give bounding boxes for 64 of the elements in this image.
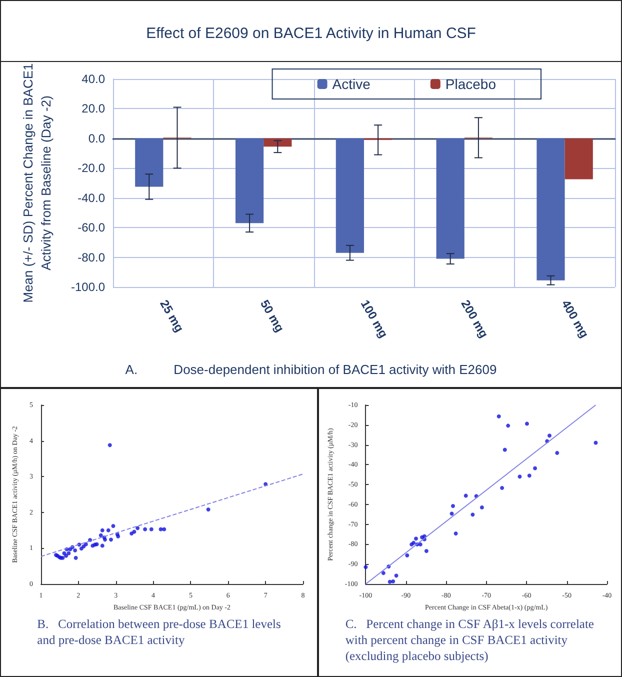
x-tick-label: 50 mg (258, 298, 287, 334)
point (450, 512, 454, 516)
point (206, 508, 210, 512)
text: C. Percent change in CSF Aβ1-x levels correlate with percent change in CSF BACE1 activity (excluding placebo subjects) (345, 617, 594, 663)
y-tick-label: -100.0 (70, 280, 106, 294)
y-tick-label: 0.0 (88, 131, 106, 146)
text: B. Correlation between pre-dose BACE1 levels and pre-dose BACE1 activity (37, 617, 281, 647)
point (470, 512, 475, 517)
y-tick-label: 20.0 (82, 102, 106, 116)
point (108, 443, 112, 448)
point (405, 553, 410, 558)
text: A. Dose-dependent inhibition of BACE1 activity with E2609 (125, 362, 497, 377)
legend-label: Active (332, 76, 371, 92)
y-tick-label: -60.0 (78, 220, 106, 235)
y-axis-title: Mean (+/- SD) Percent Change in BACE1 Activity from Baseline (Day -2) (20, 63, 54, 303)
point (500, 486, 504, 490)
point (130, 532, 134, 536)
point (162, 527, 166, 532)
point (524, 422, 529, 426)
y-tick-label: -80.0 (78, 250, 106, 264)
legend-label: Placebo (445, 76, 496, 92)
point (480, 505, 484, 510)
x-tick-label: 400 mg (558, 298, 592, 340)
point (518, 474, 522, 479)
point (381, 571, 386, 576)
point (100, 544, 104, 548)
point (454, 531, 458, 536)
point (506, 424, 510, 428)
chart-title: Effect of E2609 on BACE1 Activity in Human CSF (146, 25, 476, 42)
point (73, 548, 78, 552)
y-tick-label: 40.0 (82, 72, 106, 86)
point (136, 526, 140, 530)
point (496, 414, 501, 418)
point (103, 538, 108, 542)
point (106, 528, 110, 532)
point (132, 530, 136, 534)
point (464, 494, 468, 498)
point (108, 538, 113, 542)
x-tick-label: 200 mg (458, 298, 492, 340)
x-tick-label: 100 mg (358, 298, 391, 340)
point (527, 474, 532, 478)
point (143, 527, 148, 532)
point (64, 554, 68, 558)
point (66, 551, 71, 556)
point (418, 542, 422, 546)
point (594, 440, 598, 445)
point (414, 536, 418, 541)
point (111, 524, 116, 528)
point (100, 528, 104, 532)
point (391, 579, 396, 584)
point (424, 548, 428, 553)
point (548, 434, 552, 438)
point (450, 504, 455, 508)
point (555, 450, 560, 455)
point (533, 466, 538, 470)
y-tick-label: -20.0 (78, 161, 106, 176)
point (98, 533, 103, 538)
point (364, 565, 368, 570)
point (394, 574, 398, 578)
point (149, 527, 154, 532)
x-tick-label: 25 mg (157, 298, 187, 334)
point (502, 448, 507, 452)
y-tick-label: -40.0 (78, 190, 106, 205)
point (74, 556, 78, 560)
